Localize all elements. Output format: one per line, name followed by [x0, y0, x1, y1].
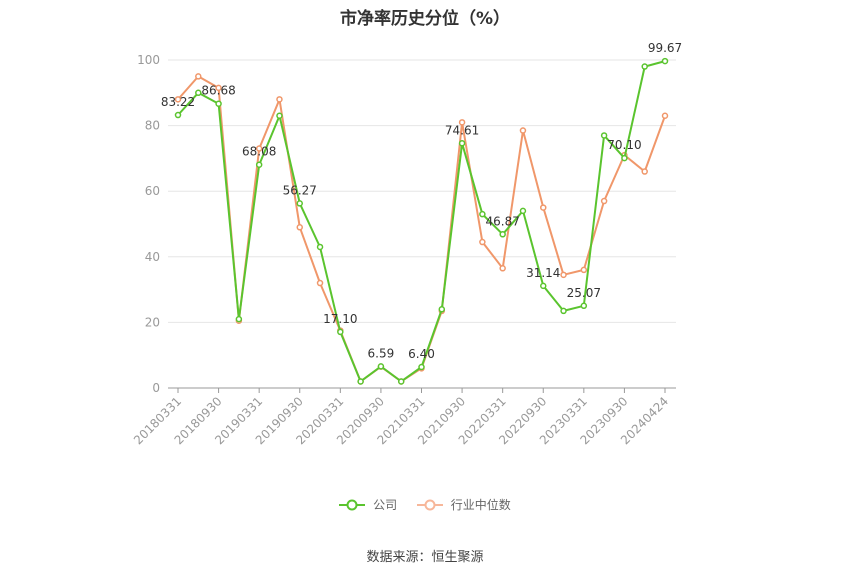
industry-median-point [519, 127, 527, 134]
company-point [499, 231, 506, 238]
company-point [418, 363, 425, 371]
industry-median-point [600, 197, 608, 205]
industry-median-point [316, 279, 324, 287]
line-chart: 0204060801002018033120180930201903312019… [131, 41, 682, 447]
company-point [337, 328, 344, 336]
chart-title: 市净率历史分位（%） [339, 9, 511, 29]
source-note: 数据来源：恒生聚源 [366, 550, 484, 565]
company-point [479, 210, 486, 218]
company-point [174, 111, 182, 119]
grid-layer [168, 59, 676, 323]
series-layer [174, 57, 669, 385]
industry-median-point [195, 73, 202, 80]
y-tick-label: 0 [152, 381, 160, 395]
industry-median-point [174, 96, 182, 103]
company-point [458, 140, 466, 147]
data-label: 68.08 [242, 145, 276, 159]
legend-industry-icon [416, 499, 443, 510]
data-label: 46.87 [485, 214, 519, 228]
data-label: 25.07 [567, 286, 601, 300]
company-point [600, 132, 608, 139]
company-point [377, 363, 385, 370]
company-point [580, 302, 588, 310]
company-point [397, 378, 405, 385]
y-tick-label: 40 [145, 250, 160, 264]
data-label: 86.68 [201, 84, 235, 98]
data-label: 74.61 [445, 123, 479, 137]
company-point [438, 306, 446, 313]
legend-company-label: 公司 [373, 498, 398, 512]
industry-median-point [641, 168, 648, 175]
company-point [276, 112, 283, 120]
legend-industry-label: 行业中位数 [450, 498, 511, 512]
company-point [560, 307, 567, 315]
company-series-line [177, 60, 666, 383]
industry-median-point [499, 265, 506, 272]
data-label: 99.67 [648, 41, 682, 55]
industry-median-point [458, 119, 466, 126]
data-label: 6.59 [368, 346, 395, 360]
industry-median-point [255, 145, 263, 152]
data-label: 83.22 [161, 95, 195, 109]
axis-layer: 0204060801002018033120180930201903312019… [131, 53, 676, 447]
industry-median-point [215, 84, 222, 92]
data-label: 31.14 [526, 266, 560, 280]
industry-median-point [540, 204, 547, 211]
company-point [621, 154, 628, 162]
company-point [641, 63, 648, 70]
y-tick-label: 20 [145, 315, 160, 329]
legend-company-icon [339, 499, 366, 510]
legend: 公司 行业中位数 [0, 496, 850, 513]
data-label: 56.27 [283, 183, 317, 197]
data-label-layer: 83.22 86.68 68.08 56.27 17.10 6.59 6.40 74.61 46… [161, 41, 682, 361]
legend-item-company[interactable]: 公司 [339, 496, 397, 513]
company-point [255, 161, 263, 168]
industry-median-point [296, 224, 303, 231]
y-tick-label: 100 [137, 53, 160, 67]
industry-median-point [661, 112, 669, 120]
industry-median-point [276, 96, 283, 103]
company-point [215, 100, 222, 107]
company-point [661, 57, 669, 65]
industry-median-point [580, 266, 588, 274]
company-point [540, 282, 547, 290]
y-tick-label: 60 [145, 184, 160, 198]
y-tick-label: 80 [145, 119, 160, 133]
industry-median-point [560, 271, 567, 279]
company-point [296, 200, 303, 207]
company-point [519, 207, 527, 215]
company-point [316, 243, 324, 251]
industry-median-point [479, 238, 486, 246]
company-point [195, 89, 202, 97]
company-point [357, 378, 364, 385]
data-label: 70.10 [607, 138, 641, 152]
data-label: 6.40 [408, 347, 435, 361]
data-label: 17.10 [323, 312, 357, 326]
legend-item-industry-median[interactable]: 行业中位数 [416, 496, 511, 513]
company-point [235, 315, 243, 323]
